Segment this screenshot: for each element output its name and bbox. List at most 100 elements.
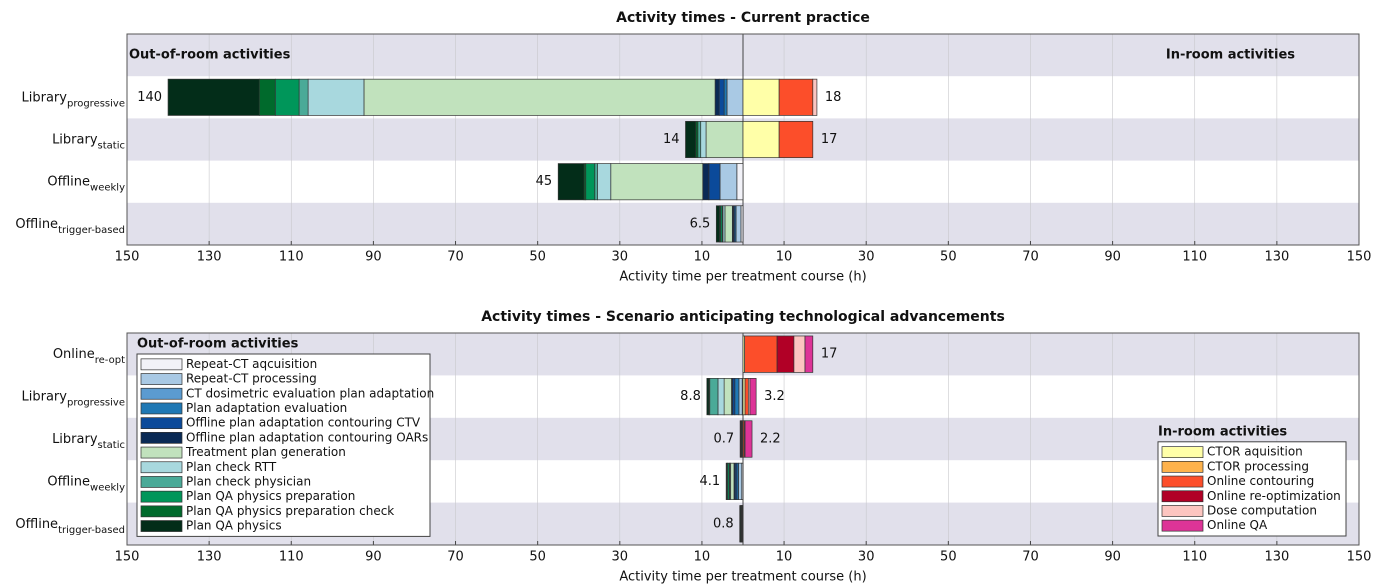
legend-swatch [140, 446, 183, 459]
bar-segment [738, 462, 743, 500]
x-tick-label: 50 [940, 250, 957, 265]
legend-label: Dose computation [1207, 503, 1317, 517]
legend-label: CT dosimetric evaluation plan adaptation [186, 386, 434, 400]
bar-segment [700, 121, 707, 158]
x-tick-label: 70 [1022, 250, 1039, 265]
x-tick-label: 110 [1182, 250, 1207, 265]
category-subscript: weekly [90, 183, 125, 194]
bar-segment [742, 121, 780, 158]
legend-label: Offline plan adaptation contouring OARs [186, 430, 428, 444]
bar-segment [610, 163, 704, 201]
x-tick-label: 10 [776, 550, 793, 565]
legend-label: Treatment plan generation [185, 445, 346, 459]
bar-segment [725, 462, 728, 500]
bar-segment [735, 205, 742, 243]
category-subscript: trigger-based [58, 525, 125, 536]
bar-segment [298, 78, 309, 116]
x-tick-label: 50 [529, 550, 546, 565]
legend-label: Offline plan adaptation contouring CTV [186, 416, 421, 430]
bar-segment [730, 462, 735, 500]
category-label: Librarystatic [52, 132, 125, 152]
bar-segment [742, 78, 780, 116]
x-tick-label: 130 [197, 550, 222, 565]
x-tick-label: 130 [1264, 550, 1289, 565]
bar-segment [167, 78, 260, 116]
category-subscript: static [98, 141, 125, 152]
category-name: Online [53, 347, 95, 362]
total-label: 0.8 [713, 516, 734, 531]
legend-swatch [1161, 475, 1204, 488]
category-subscript: re-opt [95, 355, 125, 366]
bar-segment [705, 121, 744, 158]
bar-segment [778, 121, 814, 158]
x-tick-label: 110 [279, 250, 304, 265]
category-subscript: static [98, 440, 125, 451]
legend-swatch [1161, 461, 1204, 473]
legend-swatch [1161, 446, 1204, 458]
x-tick-label: 90 [1104, 250, 1121, 265]
legend-swatch [140, 432, 183, 444]
legend-label: Repeat-CT processing [186, 372, 317, 386]
x-tick-label: 30 [858, 250, 875, 265]
category-subscript: trigger-based [58, 225, 125, 236]
category-label: Onlinere-opt [53, 347, 125, 367]
bar-segment [738, 378, 743, 416]
bar-segment [717, 378, 725, 416]
x-tick-label: 10 [694, 550, 711, 565]
legend-label: Plan check physician [186, 474, 311, 488]
bar-segment [685, 121, 697, 158]
category-label: Librarystatic [52, 432, 125, 452]
bar-segment [719, 163, 738, 201]
bar-segment [739, 505, 741, 543]
legend-swatch [140, 520, 183, 532]
total-label: 17 [821, 132, 838, 147]
total-label: 14 [663, 132, 680, 147]
bar-segment [793, 335, 806, 373]
bar-segment [697, 121, 702, 158]
bar-segment [709, 378, 719, 416]
x-tick-label: 130 [1264, 250, 1289, 265]
legend-label: Plan QA physics preparation [186, 489, 355, 503]
legend-label: CTOR aquisition [1207, 445, 1303, 459]
legend-label: Plan QA physics [186, 519, 282, 533]
legend-swatch [140, 373, 183, 385]
legend-swatch [1161, 490, 1204, 503]
x-tick-label: 30 [612, 550, 629, 565]
x-tick-label: 50 [940, 550, 957, 565]
legend-swatch [140, 505, 183, 518]
bar-segment [557, 163, 585, 201]
x-tick-label: 130 [197, 250, 222, 265]
bar-segment [723, 378, 732, 416]
x-tick-label: 30 [612, 250, 629, 265]
bar-segment [708, 163, 721, 201]
legend-label: Repeat-CT aqcuisition [186, 357, 317, 371]
legend-label: CTOR processing [1207, 459, 1309, 473]
x-axis-label: Activity time per treatment course (h) [619, 270, 866, 285]
bar-segment [597, 163, 612, 201]
bar-segment [724, 205, 733, 243]
total-label: 4.1 [699, 474, 720, 489]
bar-segment [744, 335, 778, 373]
bar-segment [776, 335, 795, 373]
x-tick-label: 110 [279, 550, 304, 565]
bar-segment [274, 78, 300, 116]
x-tick-label: 70 [1022, 550, 1039, 565]
bar-segment [723, 78, 728, 116]
bar-segment [307, 78, 365, 116]
legend-box [136, 353, 431, 537]
category-label: Offlineweekly [47, 174, 125, 194]
annotation: Out-of-room activities [129, 48, 291, 63]
legend-swatch [1161, 519, 1204, 532]
category-name: Offline [15, 516, 58, 531]
chart-title: Activity times - Scenario anticipating t… [481, 309, 1005, 325]
x-axis-label: Activity time per treatment course (h) [619, 570, 866, 585]
bar-segment [726, 78, 744, 116]
x-tick-label: 150 [115, 550, 140, 565]
legend-label: Plan QA physics preparation check [186, 504, 394, 518]
total-label: 3.2 [764, 389, 785, 404]
legend-title: Out-of-room activities [137, 337, 299, 352]
chart-title: Activity times - Current practice [616, 10, 870, 26]
category-name: Library [52, 132, 98, 147]
category-subscript: weekly [90, 482, 125, 493]
